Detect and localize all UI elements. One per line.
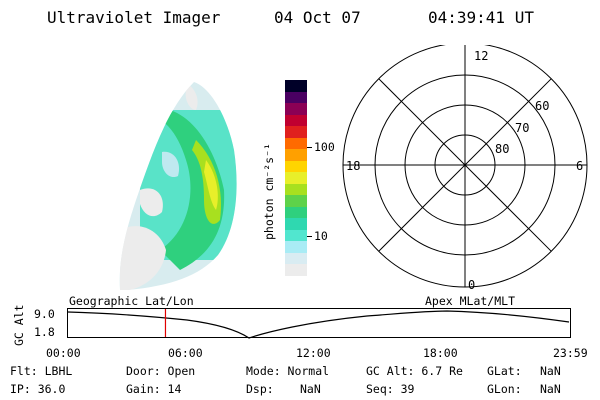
- colorbar-segment: [285, 79, 307, 92]
- mlt-label-6: 6: [576, 159, 583, 173]
- glat-label: GLat:: [487, 364, 522, 378]
- colorbar-segment: [285, 206, 307, 219]
- colorbar-tick-100: [307, 147, 312, 148]
- timeline-tick-0: 00:00: [46, 346, 81, 360]
- app-title: Ultraviolet Imager: [47, 8, 221, 27]
- colorbar-segment: [285, 252, 307, 265]
- gc-alt-info: GC Alt: 6.7 Re: [366, 364, 463, 378]
- timeline-left-title: Geographic Lat/Lon: [69, 294, 194, 308]
- auroral-image: [119, 82, 237, 290]
- filter-info: Flt: LBHL: [10, 364, 73, 378]
- colorbar-segment: [285, 183, 307, 196]
- timeline-tick-2: 12:00: [296, 346, 331, 360]
- mlt-label-18: 18: [346, 159, 360, 173]
- colorbar-label-10: 10: [314, 229, 328, 243]
- glon-label: GLon:: [487, 382, 522, 396]
- dsp-value: NaN: [300, 382, 321, 396]
- lat-label-60: 60: [535, 99, 549, 113]
- mode-info: Mode: Normal: [246, 364, 330, 378]
- timeline-plot: [67, 308, 571, 339]
- colorbar-segment: [285, 91, 307, 104]
- time-label: 04:39:41 UT: [428, 8, 534, 27]
- timeline-tick-1: 06:00: [168, 346, 203, 360]
- colorbar-segment: [285, 218, 307, 230]
- glat-value: NaN: [540, 364, 561, 378]
- dsp-label: Dsp:: [246, 382, 274, 396]
- lat-label-80: 80: [495, 142, 509, 156]
- mlt-label-0: 0: [468, 278, 475, 292]
- colorbar-tick-10: [307, 236, 312, 237]
- timeline-ymin: 1.8: [34, 325, 55, 339]
- polar-plot: 12 18 6 0 60 70 80: [342, 45, 588, 292]
- door-info: Door: Open: [126, 364, 196, 378]
- colorbar-segment: [285, 172, 307, 184]
- date-label: 04 Oct 07: [274, 8, 361, 27]
- colorbar-segment: [285, 160, 307, 173]
- colorbar-segment: [285, 126, 307, 138]
- timeline-ymax: 9.0: [34, 307, 55, 321]
- colorbar-segment: [285, 195, 307, 207]
- ip-info: IP: 36.0: [10, 382, 66, 396]
- glon-value: NaN: [540, 382, 561, 396]
- timeline-right-title: Apex MLat/MLT: [425, 294, 516, 308]
- colorbar-segment: [285, 149, 307, 161]
- colorbar: [285, 79, 307, 276]
- timeline-tick-4: 23:59: [553, 346, 588, 360]
- colorbar-segment: [285, 264, 307, 276]
- mlt-label-12: 12: [474, 49, 488, 63]
- colorbar-segment: [285, 229, 307, 242]
- seq-info: Seq: 39: [366, 382, 415, 396]
- colorbar-label-100: 100: [314, 140, 335, 154]
- colorbar-segment: [285, 103, 307, 115]
- colorbar-segment: [285, 241, 307, 253]
- timeline-ylabel: GC Alt: [12, 304, 26, 346]
- timeline-tick-3: 18:00: [423, 346, 458, 360]
- lat-label-70: 70: [515, 121, 529, 135]
- colorbar-segment: [285, 137, 307, 150]
- gain-info: Gain: 14: [126, 382, 182, 396]
- colorbar-segment: [285, 114, 307, 127]
- colorbar-unit-label: photon cm⁻²s⁻¹: [262, 143, 276, 240]
